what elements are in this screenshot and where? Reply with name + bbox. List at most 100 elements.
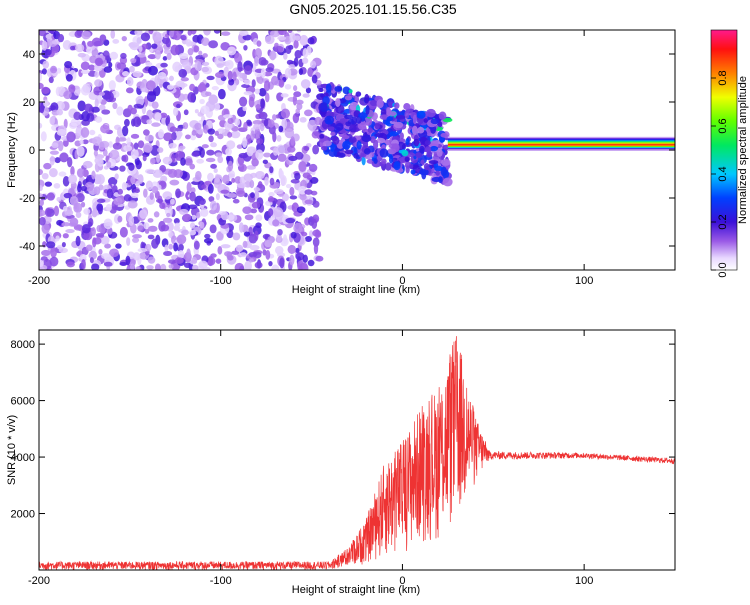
spectrogram-cell [201,66,210,73]
spectrogram-cell [226,214,235,221]
spectrogram-cell [295,151,304,160]
spectrogram-cell [253,123,260,130]
spectrogram-cell [147,54,157,60]
spectrogram-cell [296,30,302,33]
spectrogram-cell [57,34,65,43]
spectrogram-cell [303,145,310,151]
spectrogram-cell [228,78,235,86]
spectrogram-cell [438,176,443,184]
spectrogram-cell [63,205,68,212]
spectrogram-cell [137,140,145,149]
spectrogram-cell [244,65,253,75]
spectrogram-cell [154,263,161,270]
spectrogram-band-layer [447,144,675,147]
spectrogram-cell [80,69,90,74]
spectrogram-band-layer [447,145,675,148]
spectrogram-cell [173,242,178,252]
spectrogram-cell [158,129,165,139]
y-tick-label: 6000 [11,396,35,408]
spectrogram-cell [94,156,103,165]
spectrogram-cell [80,127,90,138]
spectrogram-cell [231,178,236,183]
spectrogram-cell [128,162,135,171]
spectrogram-cell [290,231,297,239]
spectrogram-cell [239,265,245,270]
spectrogram-cell [244,214,254,221]
spectrogram-cell [125,255,131,266]
spectrogram-cell [300,79,311,89]
spectrogram-cell [89,129,96,136]
spectrogram-cell [173,169,184,178]
colorbar-gradient [711,30,737,270]
spectrogram-cell [95,174,105,185]
spectrogram-cell [423,163,430,171]
spectrogram-cell [315,255,324,262]
spectrogram-cell [285,217,296,224]
spectrogram-cell [132,71,142,78]
spectrogram-cell [192,34,200,43]
spectrogram-cell [166,212,171,218]
spectrogram-cell [159,202,166,209]
spectrogram-cell [112,142,122,150]
spectrogram-cell [252,251,262,259]
spectrogram-cell [236,190,246,197]
spectrogram-cell [167,259,177,264]
spectrogram-cell [413,138,420,147]
spectrogram-cell [151,122,161,127]
spectrogram-cell [278,79,285,88]
snr-frame [38,329,676,571]
spectrogram-cell [70,165,75,177]
spectrogram-cell [228,170,236,180]
spectrogram-cell [50,102,59,112]
spectrogram-cell [135,95,145,107]
spectrogram-cell [232,232,241,241]
spectrogram-cell [133,142,139,150]
spectrogram-cell [75,235,81,247]
spectrogram-cell [330,131,336,137]
snr-ticks: -200 -100 0 100 2000 4000 6000 8000 [11,330,675,587]
spectrogram-cell [254,47,262,59]
spectrogram-cell [288,64,296,69]
spectrogram-band-layer [447,136,675,139]
spectrogram-cell [200,208,209,217]
spectrogram-cell [92,237,97,248]
spectrogram-cell [154,49,161,60]
spectrogram-cell [295,252,305,261]
spectrogram-cell [99,104,106,111]
spectrogram-cell [264,35,275,45]
spectrogram-cell [365,104,370,115]
spectrogram-cell [151,101,159,109]
spectrogram-cell [221,211,229,221]
spectrogram-cell [258,88,267,97]
spectrogram-cell [120,52,127,60]
spectrogram-cell [265,67,274,73]
spectrogram-cell [121,35,127,42]
spectrogram-cell [417,126,425,134]
spectrogram-cell [320,102,329,113]
spectrogram-cell [406,152,416,158]
spectrogram-cell [287,244,297,254]
spectrogram-cell [187,30,192,36]
spectrogram-cell [246,165,256,170]
spectrogram-cell [276,252,286,258]
spectrogram-cell [292,113,300,124]
spectrogram-cell [215,152,223,158]
spectrogram-cell [299,116,307,123]
spectrogram-cell [348,89,353,94]
spectrogram-cell [68,84,76,94]
spectrogram-cell [307,119,318,131]
spectrogram-cell [81,258,86,270]
spectrogram-cell [70,45,76,51]
spectrogram-cell [180,157,186,166]
spectrogram-cell [304,189,313,195]
spectrogram-cell [356,140,362,150]
spectrogram-cell [185,190,190,201]
spectrogram-cell [139,209,148,219]
spectrogram-cell [173,217,180,224]
spectrogram-cell [174,257,184,264]
spectrogram-cell [295,99,304,105]
spectrogram-cell [410,169,416,175]
spectrogram-cell [75,211,82,218]
colorbar-tick-label: 0.0 [717,262,729,277]
spectrogram-cell [196,212,201,219]
